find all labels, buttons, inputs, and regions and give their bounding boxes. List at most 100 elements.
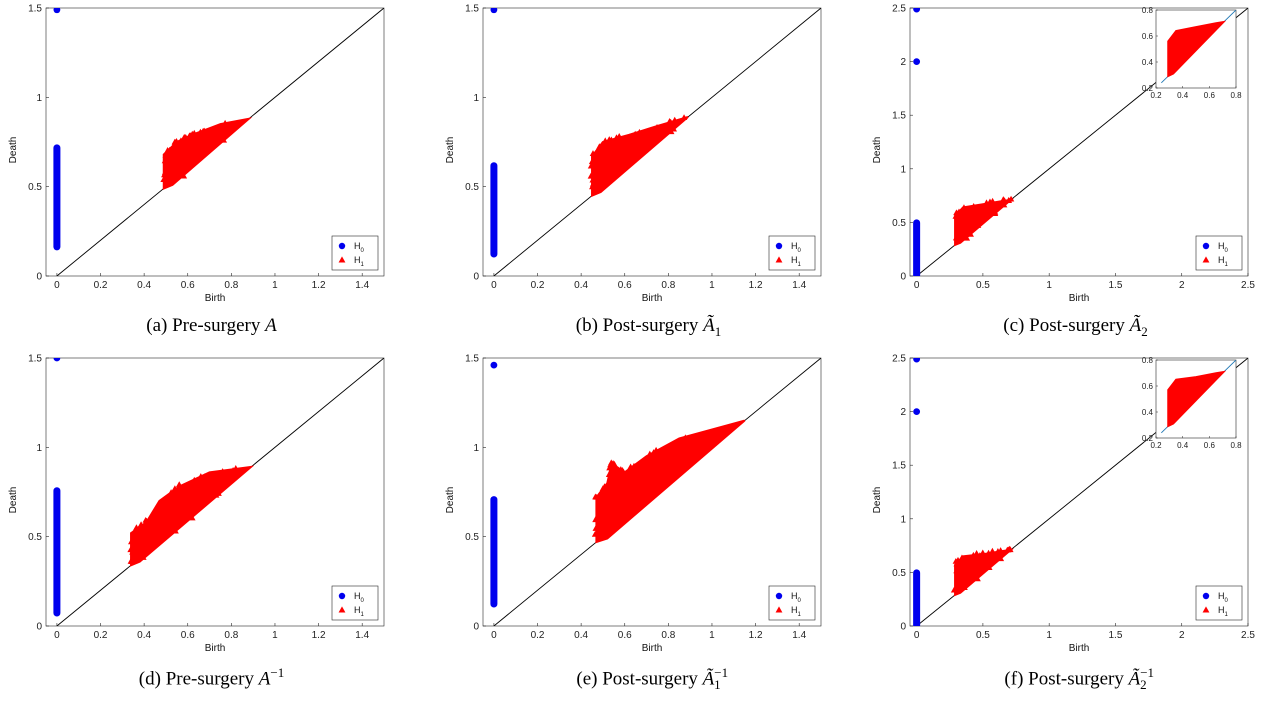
x-tick-label: 1.5 [1108,280,1122,291]
h1-point [140,554,147,560]
y-tick-label: 0.5 [28,532,42,543]
legend-label-h0: H0 [1218,241,1229,254]
h1-point [592,516,599,523]
h1-point [591,530,599,537]
y-tick-label: 1 [473,93,479,104]
caption-subscript: 2 [1141,323,1148,339]
inset-x-tick-label: 0.4 [1177,91,1189,100]
h1-point [162,151,169,158]
h1-point [607,461,614,468]
caption-superscript: −1 [714,665,729,680]
y-tick-label: 0.5 [892,218,906,229]
x-tick-label: 2.5 [1241,630,1255,641]
h0-bar [53,487,61,617]
h1-point [200,128,207,134]
x-axis-label: Birth [642,643,663,654]
legend-box [1195,585,1243,621]
x-tick-label: 1.2 [749,280,763,291]
inset-x-tick-label: 0.2 [1150,91,1162,100]
caption-text: (b) Post-surgery [575,315,704,336]
h1-point [180,172,188,179]
panel-d: 0 0.2 0.4 0.6 0.8 1 1.2 1.4 0 0.5 1 1.5 Birth Death H0… [0,350,423,703]
x-tick-label: 1 [709,630,715,641]
h1-point [613,134,620,141]
plot-area [53,358,384,626]
h1-point [172,527,179,534]
h1-point [171,142,179,149]
x-tick-label: 0.8 [224,280,238,291]
h1-point [646,450,654,457]
plot-area [53,8,384,276]
plot-area [490,358,821,626]
h1-point [636,128,643,135]
h1-point [625,466,633,473]
caption-subscript: 2 [1140,677,1147,693]
h0-point [913,8,921,13]
caption-subscript: 1 [714,323,722,339]
legend-box [768,585,816,621]
scatter-plot-a: 0 0.2 0.4 0.6 0.8 1 1.2 1.4 0 0.5 1 1.5 Birth Death H0… [8,4,385,304]
y-axis-label: Death [872,137,883,164]
h1-point [171,485,179,491]
y-tick-label: 0.5 [28,182,42,193]
h1-points [950,545,1014,593]
y-tick-label: 0 [900,622,906,633]
h1-point [989,547,996,554]
h1-point [961,584,968,590]
h1-point [182,134,189,140]
inset-area [1161,10,1236,84]
h0-bar [53,144,61,251]
legend-h1-marker [1202,256,1210,263]
x-tick-label: 1 [1046,630,1052,641]
h1-point [970,551,977,558]
x-tick-label: 0.6 [618,630,632,641]
legend-h0-marker [1202,242,1210,250]
h1-point [974,222,982,228]
x-axis-label: Birth [1069,293,1090,304]
h1-point [589,150,597,156]
y-axis-label: Death [872,487,883,514]
legend-h0-marker [338,592,346,600]
h1-points [127,465,240,565]
h1-point [1000,196,1007,202]
caption-text: (c) Post-surgery [1003,315,1130,336]
y-tick-label: 0 [473,622,479,633]
x-axis-label: Birth [642,293,663,304]
h1-point [201,473,208,480]
h1-point [653,124,661,130]
panel-caption-c: (c) Post-surgery Ã2 [864,315,1270,340]
x-tick-label: 0 [54,630,60,641]
panel-caption-b: (b) Post-surgery Ã1 [437,315,860,340]
panel-c: 0 0.5 1 1.5 2 2.5 0 0.5 1 1.5 2 2.5 Birth Death H0 H1 0.… [864,0,1270,353]
x-axis-label: Birth [1069,643,1090,654]
x-tick-label: 0.2 [531,280,545,291]
caption-symbol: A [258,668,271,690]
inset-y-tick-label: 0.6 [1142,382,1154,391]
x-tick-label: 0.8 [661,630,675,641]
legend-box [768,235,816,271]
h1-point [592,525,599,531]
legend-h1-marker [338,256,346,263]
inset-y-tick-label: 0.8 [1142,356,1154,365]
y-tick-label: 0.5 [465,182,479,193]
inset-plot: 0.2 0.4 0.6 0.8 0.2 0.4 0.6 0.8 [1142,356,1242,450]
h1-point [950,586,958,593]
x-tick-label: 1.4 [355,280,369,291]
h1-point [963,234,971,241]
h1-point [986,564,993,570]
inset-h1-region [1167,20,1227,78]
panel-f: 0 0.5 1 1.5 2 2.5 0 0.5 1 1.5 2 2.5 Birth Death H0 H1 0.… [864,350,1270,703]
x-tick-label: 0.2 [94,280,108,291]
h0-point [53,358,61,362]
legend-box [331,585,379,621]
h0-point [490,361,498,369]
x-tick-label: 0.4 [137,630,151,641]
x-tick-label: 0.6 [181,280,195,291]
x-tick-label: 1.2 [312,280,326,291]
h1-point [667,118,675,125]
panel-caption-e: (e) Post-surgery Ã−11 [437,665,860,693]
